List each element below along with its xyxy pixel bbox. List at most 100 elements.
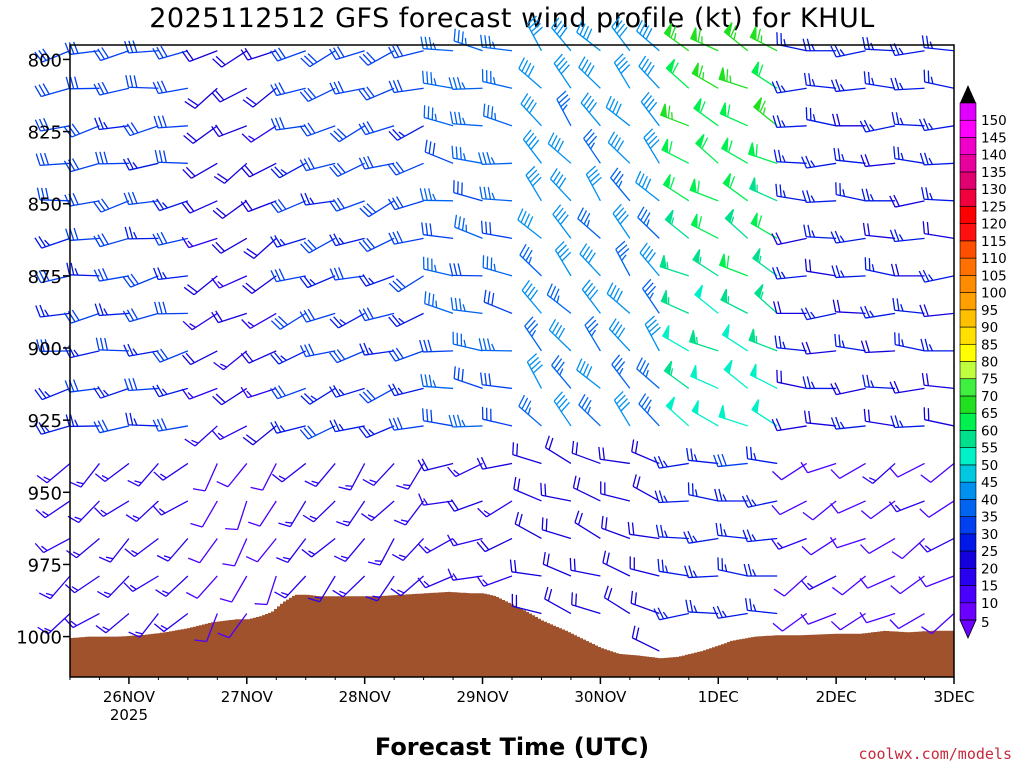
wind-barb xyxy=(447,462,483,478)
wind-barb xyxy=(862,462,896,485)
wind-barb xyxy=(572,475,601,502)
wind-barb xyxy=(186,575,218,599)
colorbar-label: 30 xyxy=(981,527,998,543)
wind-barb xyxy=(128,613,159,638)
colorbar-label: 135 xyxy=(981,165,1007,181)
colorbar-label: 150 xyxy=(981,113,1007,129)
wind-barb xyxy=(551,355,572,389)
wind-barb xyxy=(800,575,837,591)
wind-barb xyxy=(452,331,483,352)
wind-barb xyxy=(610,167,631,202)
wind-barb xyxy=(918,269,955,283)
y-tick-label: 850 xyxy=(28,195,62,216)
wind-barb xyxy=(211,87,248,103)
wind-barb xyxy=(358,50,395,66)
wind-barb xyxy=(569,557,601,577)
wind-barb xyxy=(665,396,690,427)
wind-barb xyxy=(388,79,424,94)
colorbar-label: 80 xyxy=(981,355,998,371)
wind-barb xyxy=(661,138,690,164)
wind-barb xyxy=(417,537,454,554)
wind-barb xyxy=(526,353,543,389)
wind-barb xyxy=(420,36,454,52)
wind-barb xyxy=(329,162,365,178)
wind-barb xyxy=(691,400,719,427)
wind-barb xyxy=(358,387,395,404)
wind-barb xyxy=(359,200,395,218)
wind-barb xyxy=(124,40,159,54)
wind-barb xyxy=(93,386,130,399)
wind-barb xyxy=(720,288,749,314)
colorbar-swatch xyxy=(959,154,977,173)
wind-barb xyxy=(921,372,955,390)
terrain-surface xyxy=(70,591,954,677)
wind-barb xyxy=(213,350,248,371)
wind-barb xyxy=(553,53,572,89)
wind-barb xyxy=(743,563,778,577)
wind-barb xyxy=(803,72,837,89)
wind-barb xyxy=(418,493,454,506)
colorbar-swatch xyxy=(959,412,977,431)
wind-barb xyxy=(358,425,395,439)
wind-barb xyxy=(715,523,748,540)
wind-barb xyxy=(449,263,483,277)
wind-barb xyxy=(664,209,690,239)
wind-barb xyxy=(800,307,837,321)
wind-barb xyxy=(546,283,572,314)
wind-barb xyxy=(242,275,277,295)
wind-barb xyxy=(124,226,159,240)
wind-barb xyxy=(923,407,955,427)
wind-barb xyxy=(122,122,159,137)
wind-barb xyxy=(270,234,306,248)
wind-barb xyxy=(891,537,925,560)
wind-barb xyxy=(509,559,542,577)
wind-barb xyxy=(513,476,542,502)
wind-barb xyxy=(95,613,130,634)
wind-barb xyxy=(518,394,542,427)
wind-barb xyxy=(125,412,159,427)
wind-barb xyxy=(482,255,513,277)
colorbar-swatch xyxy=(959,395,977,414)
wind-barb xyxy=(216,463,248,488)
wind-barb xyxy=(921,187,955,202)
wind-barb xyxy=(771,232,807,246)
colorbar-swatch xyxy=(959,240,977,259)
wind-barb xyxy=(522,129,542,164)
wind-barb xyxy=(581,279,601,314)
wind-barb xyxy=(36,462,71,484)
wind-barb xyxy=(613,53,631,89)
wind-barb xyxy=(358,155,395,170)
wind-barb xyxy=(358,86,395,101)
wind-barb xyxy=(95,337,129,352)
wind-barb xyxy=(751,61,778,89)
wind-barb xyxy=(448,414,483,428)
wind-barb xyxy=(300,387,336,405)
wind-barb xyxy=(655,524,689,540)
wind-barb xyxy=(773,301,807,315)
wind-barb xyxy=(521,280,542,314)
wind-barb xyxy=(542,551,572,577)
wind-barb xyxy=(453,180,483,202)
wind-barb xyxy=(775,183,807,202)
wind-barb xyxy=(773,149,807,164)
wind-barb xyxy=(36,339,71,353)
wind-barb xyxy=(181,387,218,400)
wind-barb xyxy=(605,95,631,127)
wind-barb xyxy=(830,79,866,93)
wind-barb xyxy=(689,178,719,202)
wind-barb xyxy=(35,152,71,167)
wind-barb xyxy=(94,462,130,483)
colorbar-swatch xyxy=(959,602,977,621)
wind-barb xyxy=(918,575,955,588)
wind-barb xyxy=(890,263,925,277)
wind-barb xyxy=(893,146,925,164)
wind-barb xyxy=(717,557,748,577)
wind-barb xyxy=(922,221,955,239)
wind-barb xyxy=(304,463,336,488)
wind-barb xyxy=(830,230,866,244)
wind-barb xyxy=(240,199,277,213)
wind-barb xyxy=(718,405,748,427)
wind-barb xyxy=(860,154,896,168)
